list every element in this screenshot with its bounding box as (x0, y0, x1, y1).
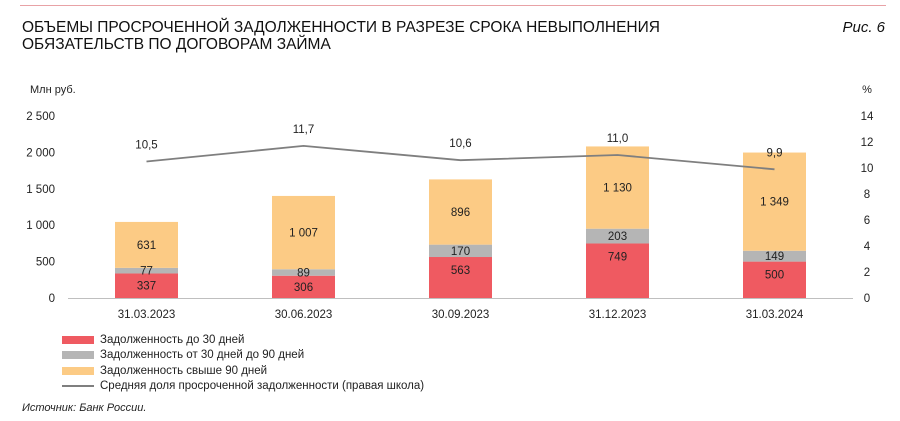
bar-data-label: 77 (140, 266, 153, 278)
x-tick-label: 31.12.2023 (589, 309, 647, 321)
y-tick-right: 2 (864, 267, 870, 279)
y-tick-left: 2 000 (26, 147, 55, 159)
y-tick-left: 1 000 (26, 220, 55, 232)
line-data-label: 11,7 (293, 124, 315, 136)
line-data-label: 10,5 (135, 140, 157, 152)
bar-data-label: 500 (765, 270, 784, 282)
legend-item-30to90: Задолженность от 30 дней до 90 дней (62, 348, 424, 364)
bar-segment (586, 146, 649, 229)
source-note: Источник: Банк России. (22, 402, 147, 414)
y-tick-right: 0 (864, 293, 870, 305)
bar-segment (743, 250, 806, 262)
bar-segment (272, 269, 335, 276)
legend-label-share-line: Средняя доля просроченной задолженности … (100, 380, 425, 393)
y-tick-right: 6 (864, 215, 870, 227)
bar-data-label: 337 (137, 281, 156, 293)
bar-data-label: 631 (137, 240, 156, 252)
legend-swatch-share-line (62, 385, 94, 388)
bar-data-label: 306 (294, 282, 313, 294)
y-tick-left: 2 500 (26, 111, 55, 123)
legend-swatch-under30 (62, 335, 94, 344)
y-tick-left: 0 (49, 293, 55, 305)
y-tick-left: 1 500 (26, 184, 55, 196)
bar-segment (743, 261, 806, 298)
x-tick-label: 30.09.2023 (432, 309, 490, 321)
bar-segment (115, 273, 178, 298)
y-tick-right: 10 (861, 163, 874, 175)
bar-segment (429, 244, 492, 258)
legend-label-over90: Задолженность свыше 90 дней (100, 364, 268, 377)
bar-data-label: 170 (451, 246, 470, 258)
bar-segment (272, 275, 335, 298)
bar-segment (429, 257, 492, 298)
top-rule (20, 5, 886, 6)
x-tick-label: 30.06.2023 (275, 309, 333, 321)
chart-canvas: Млн руб. % 0 500 1 000 1 500 2 000 2 500 0 2 4 6 8 10… (26, 84, 874, 321)
share-line (146, 144, 775, 171)
bar-data-label: 896 (451, 207, 470, 219)
legend-label-under30: Задолженность до 30 дней (100, 333, 245, 346)
y-tick-right: 12 (861, 137, 874, 149)
bar-segment (115, 267, 178, 274)
legend: Задолженность до 30 дней Задолженность о… (62, 332, 424, 394)
y-tick-right: 4 (864, 241, 871, 253)
y-tick-left: 500 (36, 257, 55, 269)
y-tick-right: 8 (864, 189, 870, 201)
legend-label-30to90: Задолженность от 30 дней до 90 дней (100, 349, 305, 362)
bar-segment (586, 228, 649, 244)
bar-data-label: 1 007 (289, 228, 318, 240)
legend-item-share-line: Средняя доля просроченной задолженности … (62, 379, 424, 395)
bar-segment (115, 221, 178, 268)
y-axis-right-label: % (862, 84, 872, 96)
line-data-label: 10,6 (449, 138, 471, 150)
bar-data-label: 749 (608, 251, 627, 263)
bar-segment (586, 243, 649, 298)
bar-data-label: 203 (608, 231, 627, 243)
y-axis-left-label: Млн руб. (30, 84, 76, 96)
legend-item-under30: Задолженность до 30 дней (62, 332, 424, 348)
line-data-label: 11,0 (607, 133, 629, 145)
x-tick-label: 31.03.2023 (118, 309, 176, 321)
legend-item-over90: Задолженность свыше 90 дней (62, 363, 424, 379)
legend-swatch-over90 (62, 366, 94, 375)
bar-data-label: 1 130 (603, 183, 632, 195)
legend-swatch-30to90 (62, 351, 94, 360)
y-tick-right: 14 (861, 111, 874, 123)
bar-data-label: 89 (297, 267, 310, 279)
line-data-label: 9,9 (767, 147, 783, 159)
bar-data-label: 149 (765, 251, 784, 263)
bar-data-label: 563 (451, 265, 470, 277)
chart-title: ОБЪЕМЫ ПРОСРОЧЕННОЙ ЗАДОЛЖЕННОСТИ В РАЗР… (22, 19, 660, 53)
figure-label: Рис. 6 (842, 19, 885, 36)
bar-data-label: 1 349 (760, 197, 789, 209)
x-tick-label: 31.03.2024 (746, 309, 804, 321)
bar-segment (272, 195, 335, 270)
bar-segment (429, 179, 492, 245)
